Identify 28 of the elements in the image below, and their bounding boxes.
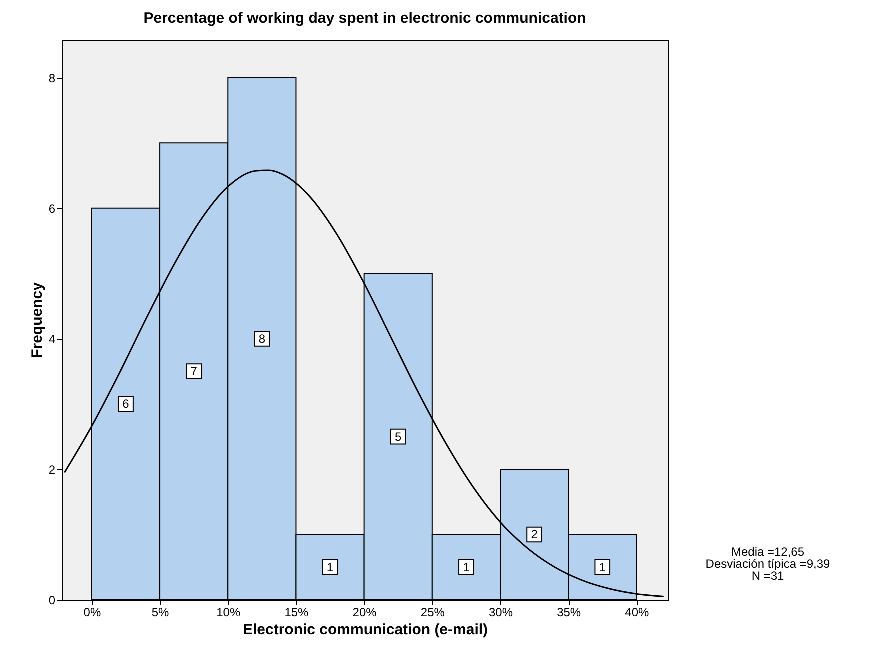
text: N =31 bbox=[752, 569, 784, 583]
data-label: 1 bbox=[326, 560, 334, 574]
y-axis-title: Frequency bbox=[28, 282, 46, 358]
x-tick-label: 15% bbox=[284, 606, 310, 620]
data-label: 7 bbox=[190, 364, 198, 379]
x-tick-label: 25% bbox=[420, 606, 446, 620]
x-tick-label: 5% bbox=[152, 606, 170, 620]
data-label: 1 bbox=[463, 560, 470, 574]
data-label: 8 bbox=[258, 332, 266, 346]
x-tick-label: 35% bbox=[557, 606, 582, 620]
y-tick-label: 2 bbox=[48, 462, 56, 477]
data-label: 1 bbox=[599, 560, 606, 574]
data-label: 5 bbox=[395, 430, 402, 444]
y-tick-label: 0 bbox=[48, 594, 56, 608]
x-tick-label: 20% bbox=[352, 606, 378, 620]
x-tick-label: 0% bbox=[84, 606, 102, 620]
text: Desviación típica =9,39 bbox=[706, 557, 831, 571]
text: Media =12,65 bbox=[731, 545, 805, 559]
data-label: 2 bbox=[531, 528, 538, 542]
x-tick-label: 30% bbox=[488, 606, 514, 620]
chart-title: Percentage of working day spent in electronic communication bbox=[144, 10, 586, 27]
y-tick-label: 4 bbox=[48, 332, 56, 346]
x-axis-title: Electronic communication (e-mail) bbox=[242, 622, 488, 638]
y-tick-label: 6 bbox=[48, 202, 56, 216]
x-tick-label: 10% bbox=[216, 606, 241, 620]
y-tick-label: 8 bbox=[48, 71, 56, 86]
data-label: 6 bbox=[122, 397, 130, 412]
x-tick-label: 40% bbox=[625, 606, 650, 620]
